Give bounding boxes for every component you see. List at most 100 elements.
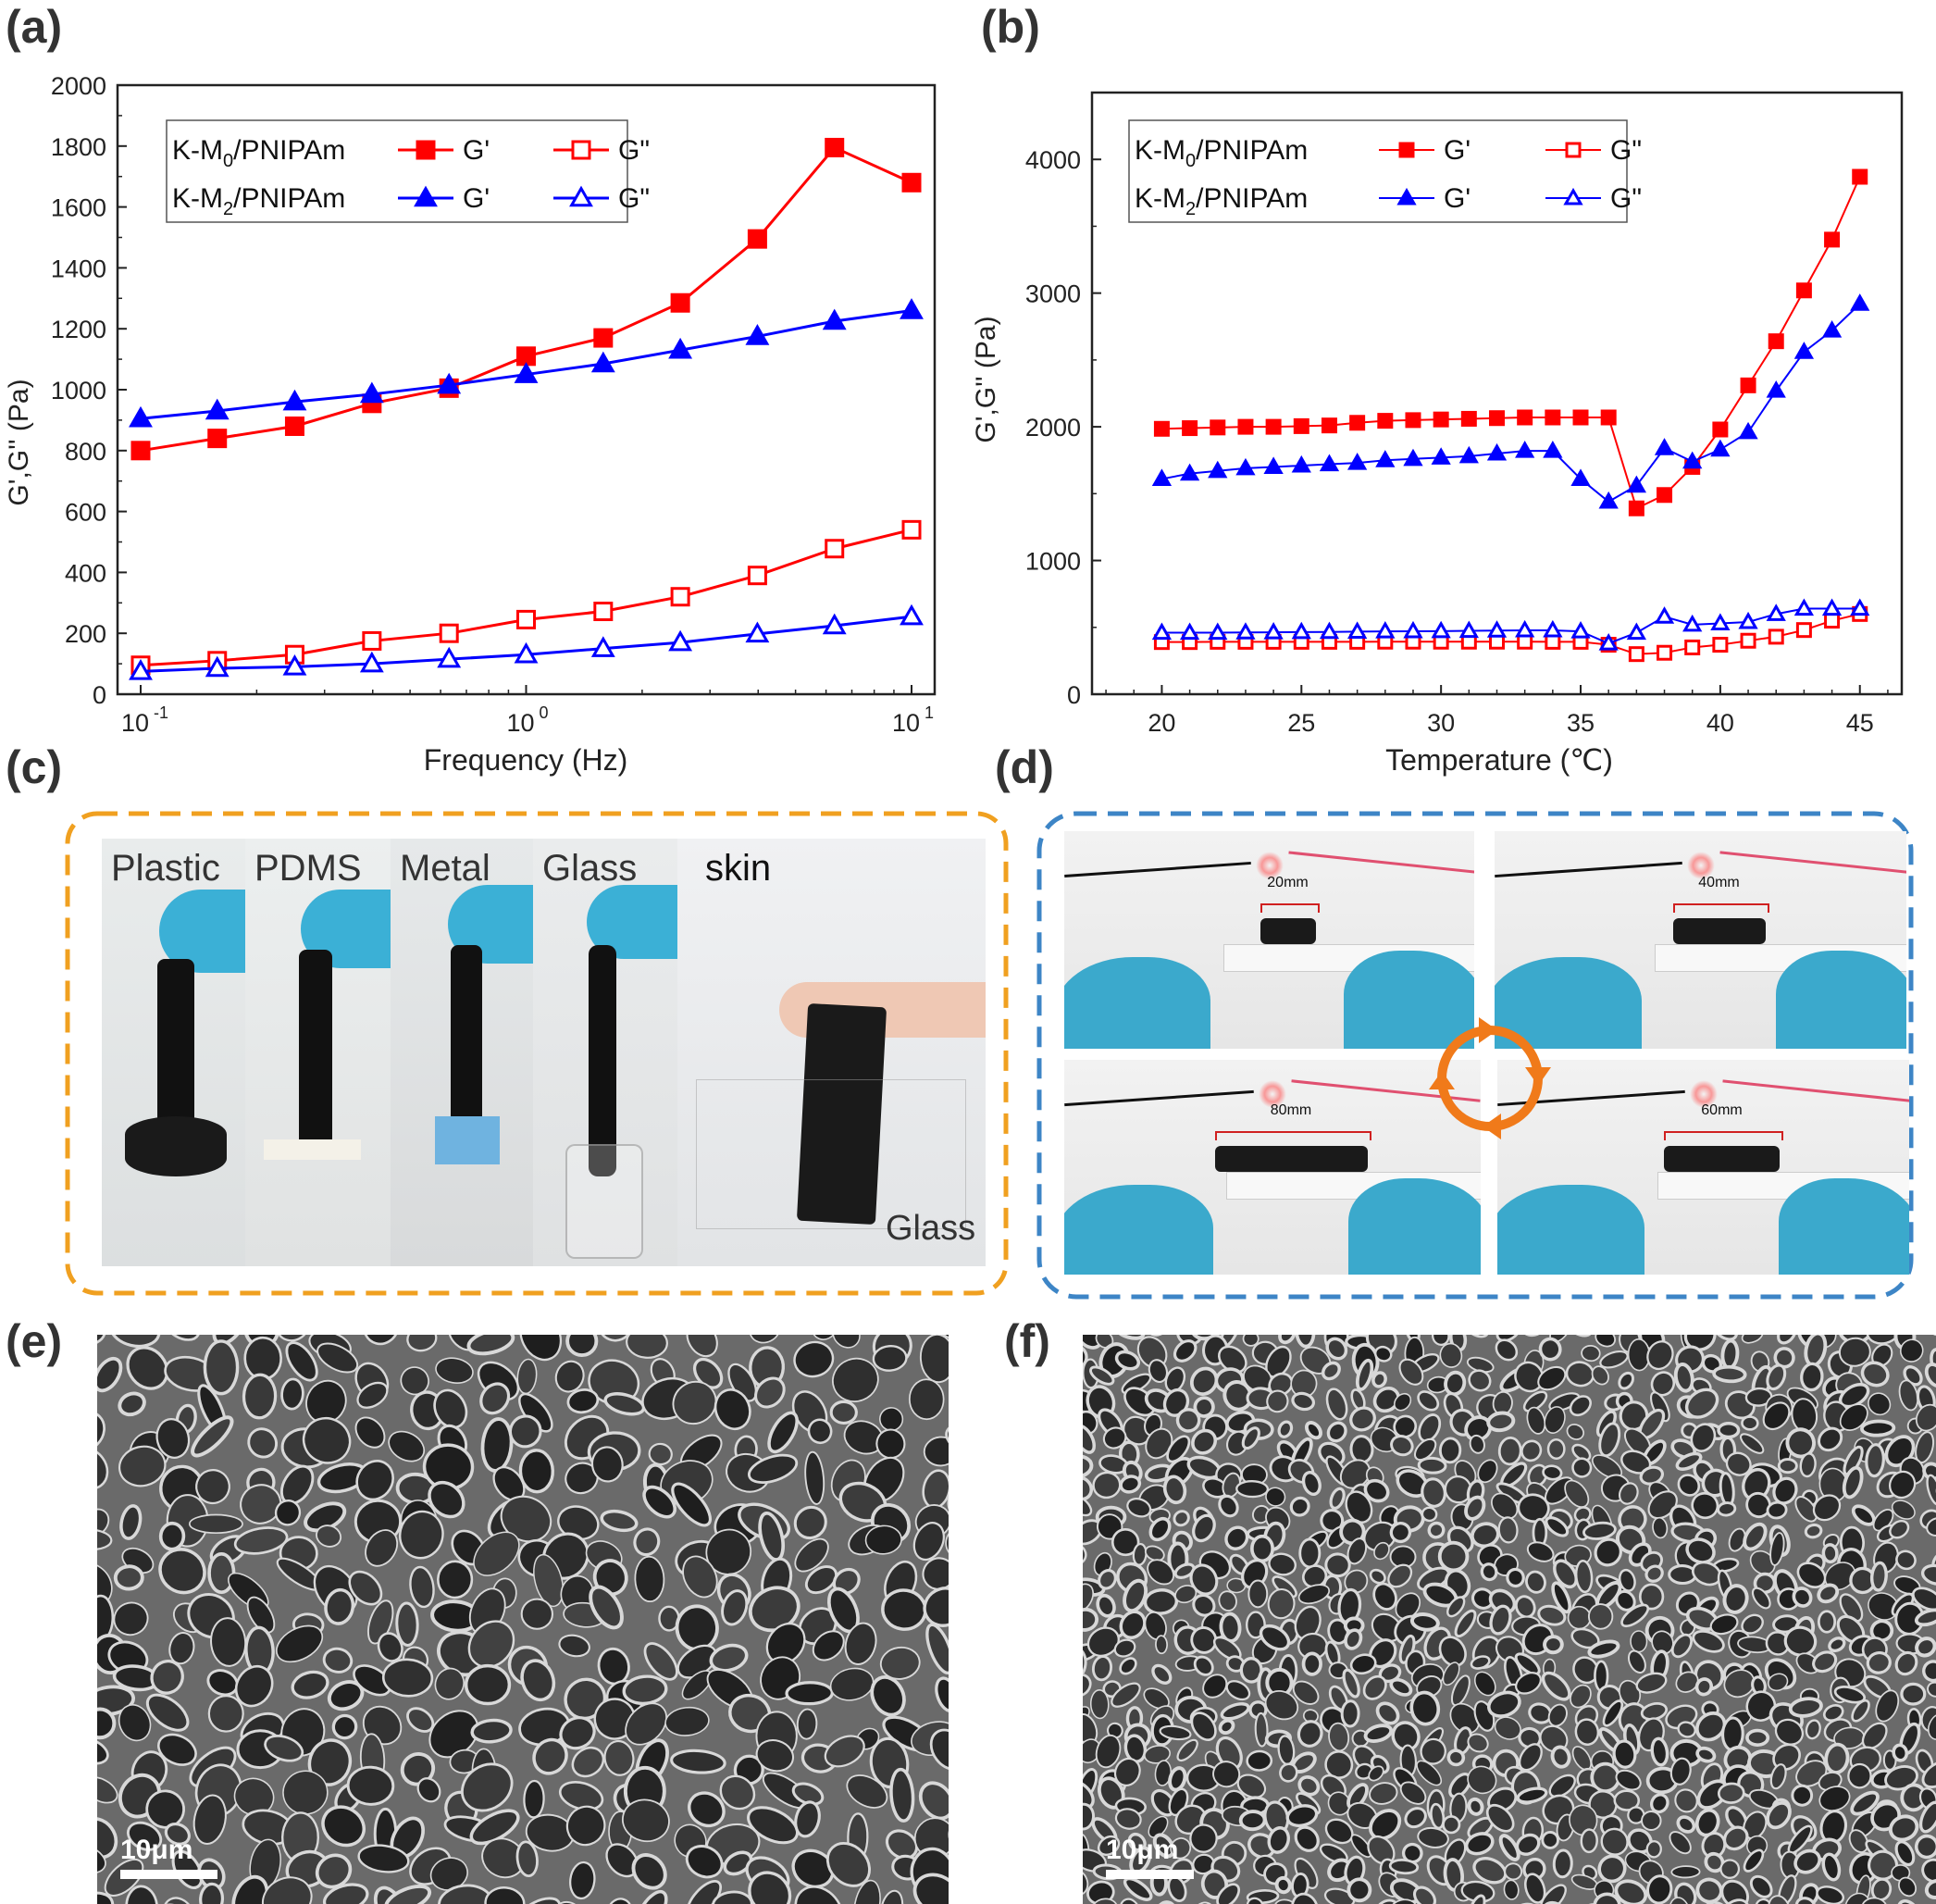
pore	[1442, 1661, 1460, 1686]
data-point	[1795, 282, 1812, 299]
strip-skin: skin Glass	[677, 839, 986, 1266]
pore	[1599, 1350, 1629, 1369]
pore	[533, 1553, 565, 1608]
pore	[1298, 1537, 1322, 1569]
pdms-block	[264, 1139, 361, 1160]
pore	[554, 1360, 585, 1393]
pore	[794, 1885, 844, 1904]
pore	[1865, 1443, 1885, 1478]
data-point	[1179, 463, 1200, 481]
pore	[1469, 1434, 1485, 1454]
pore	[1677, 1474, 1701, 1497]
strip-label-pdms: PDMS	[254, 848, 362, 889]
pore	[384, 1884, 432, 1904]
pore	[155, 1417, 191, 1459]
pore	[1920, 1563, 1936, 1587]
pore	[1289, 1496, 1310, 1517]
pore	[264, 1735, 304, 1762]
pore	[714, 1388, 751, 1431]
pore	[280, 1377, 304, 1411]
data-point	[1712, 637, 1729, 653]
pore	[1143, 1588, 1179, 1615]
pore	[1236, 1773, 1267, 1798]
pore	[1741, 1613, 1764, 1635]
pore	[1892, 1743, 1909, 1762]
pore	[1517, 1493, 1550, 1524]
pore	[1774, 1718, 1805, 1746]
led-glow	[1259, 1080, 1286, 1108]
pore	[1709, 1613, 1739, 1636]
plastic-cap	[125, 1116, 227, 1176]
data-point	[1600, 409, 1617, 426]
stretch-photo-0: 20mm	[1064, 831, 1474, 1049]
data-point	[901, 519, 922, 540]
pore	[234, 1664, 274, 1708]
pore	[1489, 1604, 1512, 1636]
pore	[1911, 1587, 1936, 1612]
pore	[625, 1702, 667, 1746]
pore	[853, 1879, 881, 1904]
pore	[1083, 1706, 1090, 1731]
pore	[1673, 1363, 1694, 1393]
pore	[685, 1845, 724, 1879]
data-point	[745, 324, 770, 345]
pore	[1368, 1765, 1384, 1782]
pore	[1321, 1361, 1341, 1381]
pore	[1349, 1406, 1376, 1432]
pore	[1409, 1612, 1440, 1632]
pore	[1614, 1879, 1648, 1904]
measure-label: 20mm	[1267, 875, 1309, 890]
pore	[158, 1548, 206, 1595]
chart-b-axes: 0 1000 2000 3000 4000 20 25 30 35 40 45	[1025, 91, 1904, 737]
pore	[1838, 1337, 1871, 1367]
pore	[1627, 1649, 1646, 1674]
pore	[274, 1500, 302, 1526]
pore	[686, 1880, 723, 1904]
pore	[1412, 1885, 1437, 1904]
pore	[406, 1335, 438, 1352]
pore	[1189, 1563, 1219, 1596]
gel-strip	[299, 950, 332, 1149]
pore	[1915, 1403, 1936, 1432]
pore	[1702, 1900, 1730, 1904]
pore	[520, 1598, 553, 1630]
pore	[1545, 1516, 1570, 1537]
pore	[416, 1777, 441, 1803]
pore	[1566, 1424, 1584, 1440]
pore	[1444, 1475, 1472, 1504]
pore	[1342, 1668, 1360, 1699]
pore	[1828, 1636, 1846, 1653]
pore	[1144, 1545, 1165, 1562]
pore	[1504, 1862, 1523, 1881]
pore	[1490, 1492, 1519, 1520]
pore	[606, 1898, 633, 1904]
pore	[346, 1765, 395, 1806]
glass-vial	[565, 1144, 643, 1259]
pore	[291, 1670, 329, 1699]
pore	[1274, 1875, 1292, 1895]
data-point	[1515, 619, 1535, 638]
pore	[723, 1850, 753, 1876]
pore	[113, 1601, 149, 1636]
data-point	[1517, 409, 1533, 426]
data-point	[1628, 646, 1644, 663]
frequency-sweep-chart: 020040060080010001200140016001800200010-…	[4, 72, 937, 777]
data-point	[205, 398, 230, 420]
gel-strip	[589, 945, 616, 1176]
x-tick-label: 10	[506, 709, 534, 737]
pore	[590, 1446, 624, 1483]
pore	[1192, 1593, 1216, 1617]
pore	[1516, 1786, 1548, 1804]
sem-texture-e	[97, 1335, 949, 1904]
pore	[1297, 1775, 1321, 1797]
pore	[1889, 1519, 1910, 1539]
pore	[1868, 1849, 1899, 1881]
sem-image-f: 10μm	[1083, 1335, 1936, 1904]
measure-label: 40mm	[1698, 875, 1740, 890]
pore	[1468, 1369, 1492, 1392]
data-point	[1628, 500, 1644, 516]
pore	[804, 1450, 825, 1505]
pore	[889, 1767, 915, 1823]
pore	[126, 1821, 163, 1851]
pore	[324, 1587, 355, 1625]
